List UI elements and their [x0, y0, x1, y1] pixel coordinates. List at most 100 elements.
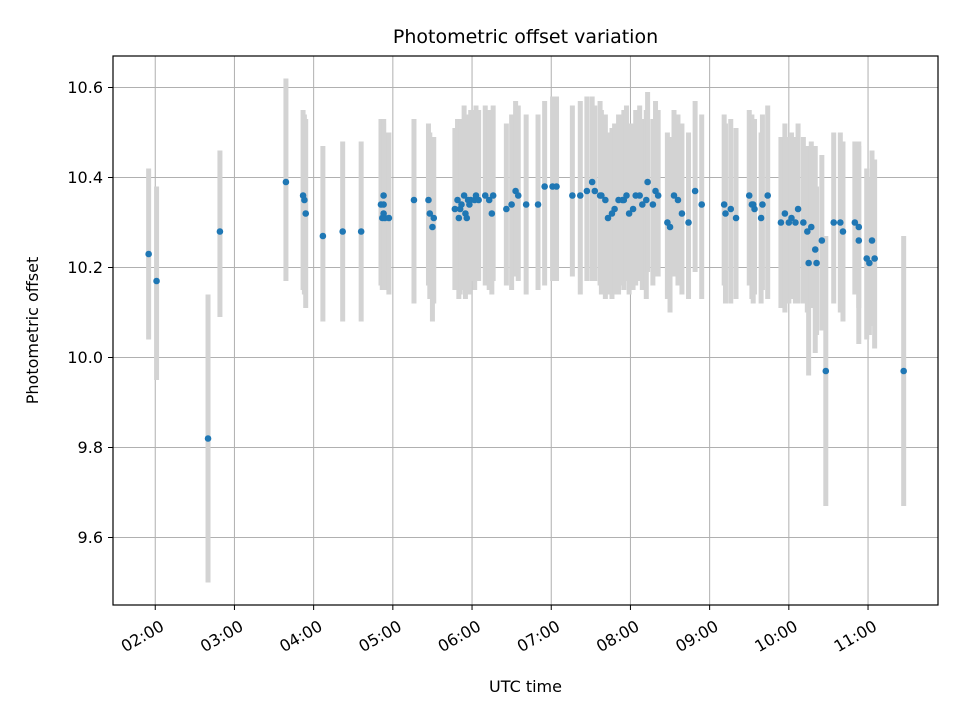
data-point: [302, 210, 310, 217]
data-point: [623, 192, 630, 199]
data-point: [722, 210, 729, 217]
data-point: [674, 196, 682, 204]
data-point: [685, 219, 692, 226]
data-point: [830, 219, 838, 226]
data-point: [451, 205, 459, 213]
y-tick-label: 10.2: [67, 258, 103, 277]
data-point: [804, 228, 811, 235]
data-point: [792, 219, 799, 226]
data-point: [732, 214, 740, 222]
data-point: [385, 214, 393, 222]
data-point: [591, 187, 599, 195]
data-point: [204, 435, 212, 442]
data-point: [602, 196, 609, 204]
data-point: [900, 367, 907, 375]
data-point: [430, 214, 438, 222]
x-axis-label: UTC time: [489, 677, 562, 696]
data-point: [866, 259, 873, 267]
data-point: [757, 214, 765, 222]
data-point: [598, 192, 605, 199]
data-point: [514, 192, 522, 199]
data-point: [463, 214, 471, 222]
data-point: [380, 192, 387, 199]
data-point: [576, 192, 584, 199]
data-point: [800, 219, 807, 226]
x-tick-label: 10:00: [751, 616, 800, 656]
data-point: [541, 183, 548, 190]
data-point: [654, 192, 662, 199]
data-point: [319, 232, 327, 240]
data-point: [485, 196, 493, 204]
data-point: [727, 205, 735, 213]
data-point: [153, 277, 160, 285]
data-point: [282, 178, 290, 186]
data-point: [855, 237, 863, 244]
data-point: [670, 192, 678, 199]
chart-title: Photometric offset variation: [393, 26, 658, 48]
data-point: [145, 250, 152, 258]
data-point: [678, 210, 686, 217]
data-point: [588, 178, 596, 186]
data-point: [458, 201, 465, 208]
y-tick-label: 10.6: [67, 78, 103, 97]
data-point: [426, 210, 434, 217]
data-point: [488, 210, 496, 217]
x-tick-label: 11:00: [831, 616, 880, 656]
data-point: [629, 205, 637, 213]
y-axis-label: Photometric offset: [23, 257, 42, 405]
data-point: [818, 237, 826, 244]
data-point: [625, 210, 633, 217]
data-point: [751, 205, 758, 213]
data-point: [410, 196, 418, 204]
data-point: [357, 228, 365, 235]
data-point: [807, 223, 815, 231]
y-tick-label: 10.4: [67, 168, 103, 187]
data-point: [522, 201, 530, 208]
data-point: [534, 201, 542, 208]
data-point: [745, 192, 753, 199]
data-point: [644, 178, 651, 186]
y-axis-ticks: 9.6 9.8 10.0 10.2 10.4 10.6: [67, 78, 113, 547]
x-tick-label: 09:00: [672, 616, 721, 656]
data-point: [642, 196, 650, 204]
error-bars: [146, 78, 907, 583]
data-point: [489, 192, 497, 199]
data-point: [475, 196, 482, 204]
data-point: [611, 205, 618, 213]
data-point: [794, 205, 802, 213]
data-point: [871, 255, 878, 262]
data-point: [691, 187, 699, 195]
plot-frame: [112, 55, 939, 606]
data-point: [759, 201, 766, 208]
x-tick-label: 08:00: [593, 616, 642, 656]
x-tick-label: 04:00: [276, 616, 325, 656]
data-point: [698, 201, 706, 208]
data-point: [777, 219, 785, 226]
y-tick-label: 10.0: [67, 348, 103, 367]
data-point: [503, 205, 510, 213]
data-point: [813, 259, 820, 267]
data-point: [425, 196, 432, 204]
data-point: [301, 196, 308, 204]
data-point: [811, 246, 819, 253]
data-point: [216, 228, 224, 235]
x-tick-label: 02:00: [118, 616, 167, 656]
data-point: [454, 196, 461, 204]
data-point: [839, 228, 847, 235]
data-point: [720, 201, 728, 208]
data-point: [788, 214, 795, 222]
data-point: [569, 192, 576, 199]
x-tick-label: 06:00: [435, 616, 484, 656]
data-point: [822, 367, 830, 375]
data-point: [649, 201, 657, 208]
y-tick-label: 9.6: [78, 528, 103, 547]
data-point: [764, 192, 772, 199]
x-axis-ticks: 02:00 03:00 04:00 05:00 06:00 07:00 08:00 09:00…: [118, 605, 880, 656]
data-point: [855, 223, 863, 231]
data-point: [553, 183, 560, 190]
x-tick-label: 05:00: [355, 616, 404, 656]
data-point: [639, 201, 646, 208]
data-point: [604, 214, 612, 222]
data-points: [145, 178, 907, 442]
